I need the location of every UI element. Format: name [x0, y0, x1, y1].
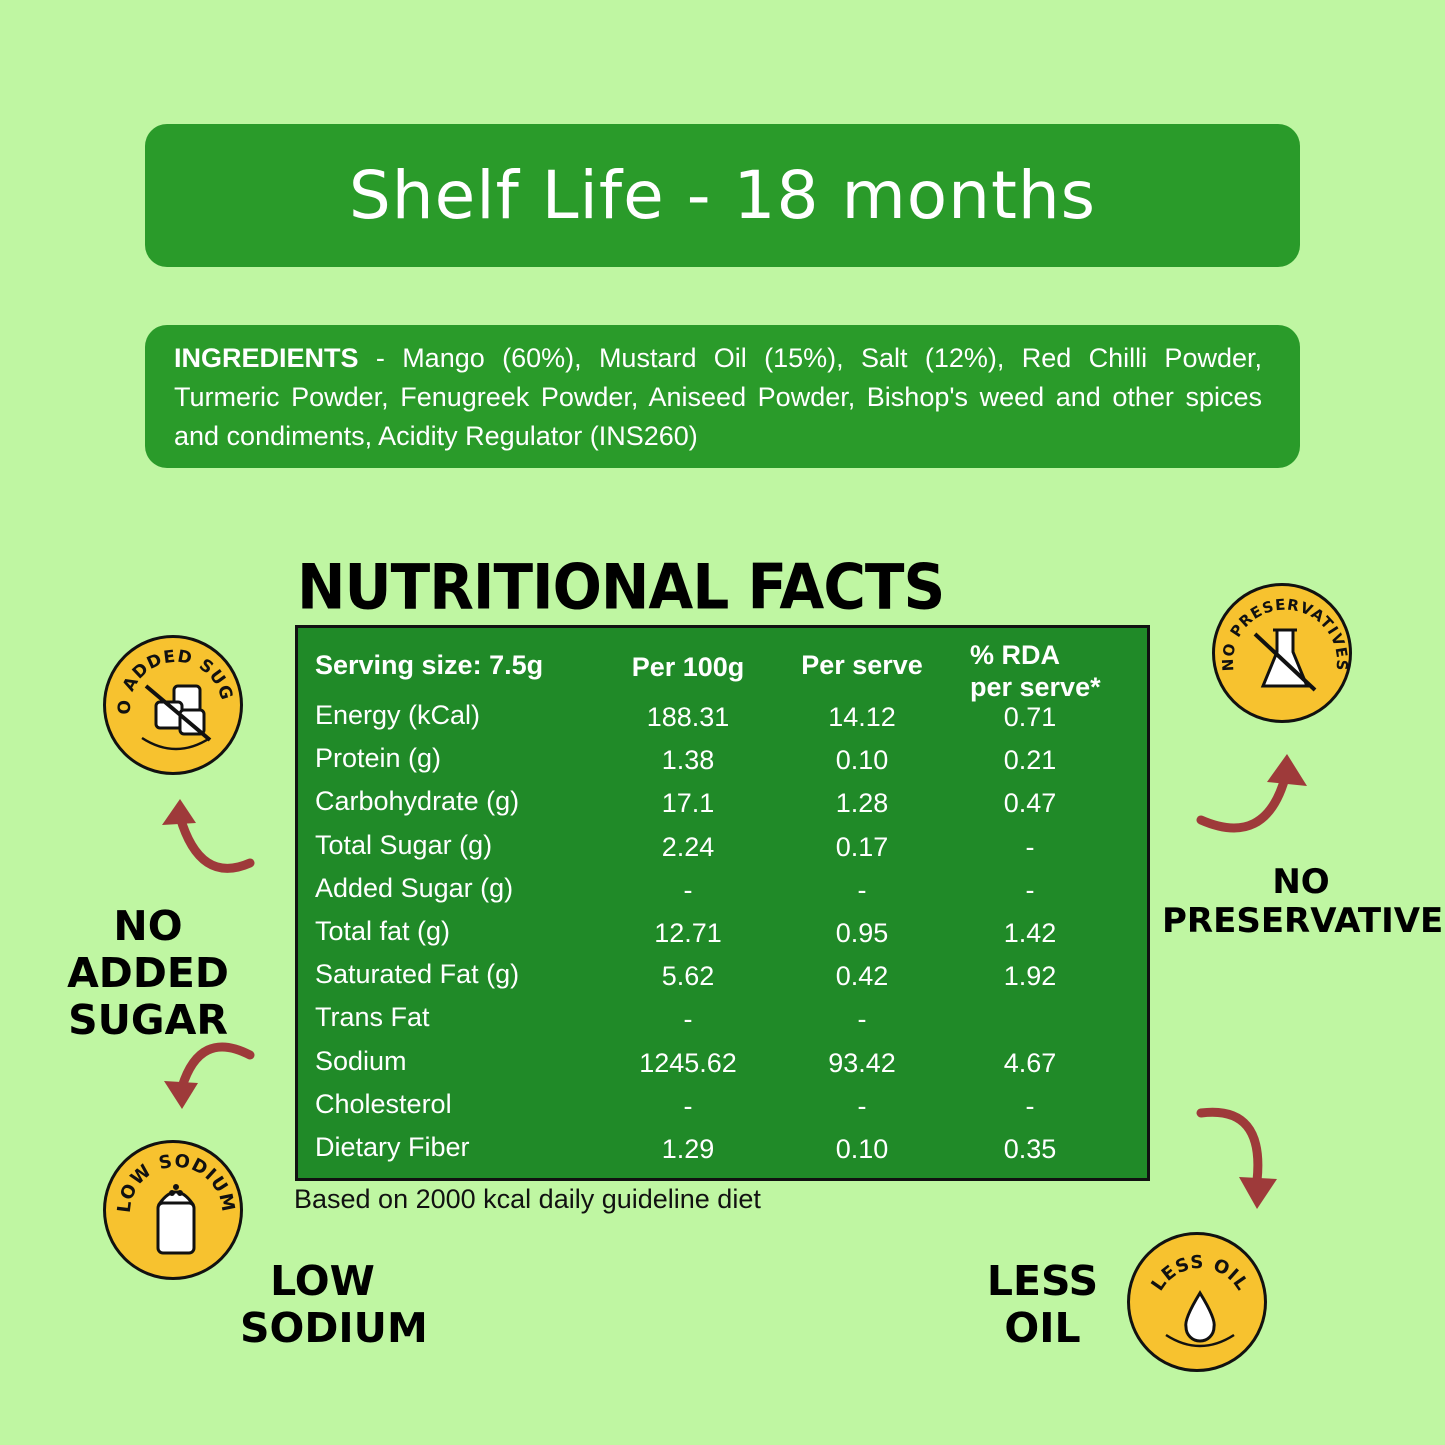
no-added-sugar-claim: NO ADDED SUGAR — [40, 902, 256, 1045]
nutrient-label: Added Sugar (g) — [315, 872, 514, 903]
per-serve-value: 0.42 — [835, 961, 889, 992]
oil-drop-icon — [1184, 1290, 1216, 1343]
per-100g-value: 1.29 — [661, 1134, 715, 1164]
no-preservatives-claim: NO PRESERVATIVES — [1162, 862, 1445, 942]
rda-value: 0.21 — [1003, 745, 1057, 776]
ingredients-text: - Mango (60%), Mustard Oil (15%), Salt (… — [174, 343, 1262, 451]
nutrient-label: Total Sugar (g) — [315, 829, 493, 860]
svg-text:LESS OIL: LESS OIL — [1147, 1252, 1252, 1295]
per-serve-value: 1.28 — [835, 788, 889, 819]
nutrition-title: NUTRITIONAL FACTS — [297, 550, 945, 624]
nutrition-footnote: Based on 2000 kcal daily guideline diet — [294, 1184, 761, 1214]
flask-icon — [1253, 628, 1317, 692]
nutrient-label: Cholesterol — [315, 1088, 452, 1119]
arrow-up-icon — [162, 799, 255, 873]
rda-value: 0.35 — [1003, 1134, 1057, 1164]
nutrient-label: Saturated Fat (g) — [315, 959, 520, 990]
per-serve-value: - — [857, 1090, 867, 1121]
rda-value: 0.71 — [1003, 702, 1057, 732]
less-oil-badge: LESS OIL — [1127, 1232, 1267, 1372]
no-preservatives-line1: NO — [1272, 862, 1330, 902]
nutrition-table: Serving size: 7.5g Per 100g Per serve % … — [295, 625, 1150, 1181]
per-serve-header: Per serve — [801, 650, 923, 680]
no-added-sugar-badge: NO ADDED SUGAR — [103, 635, 243, 775]
per-100g-value: - — [683, 1004, 693, 1035]
per-serve-value: 14.12 — [828, 702, 896, 732]
per-100g-value: 1245.62 — [639, 1047, 737, 1078]
arrow-up-right-icon — [1196, 754, 1307, 833]
salt-shaker-icon — [156, 1184, 196, 1255]
per-100g-header: Per 100g — [631, 652, 745, 682]
per-serve-value: - — [857, 1004, 867, 1035]
no-added-sugar-line1: NO ADDED — [67, 902, 229, 998]
low-sodium-line2: SODIUM — [240, 1304, 428, 1353]
less-oil-ring-text: LESS OIL — [1147, 1252, 1251, 1295]
per-100g-value: 12.71 — [654, 918, 722, 948]
shelf-life-banner: Shelf Life - 18 months — [145, 124, 1300, 267]
nutrient-label: Energy (kCal) — [315, 700, 481, 730]
rda-value: 1.92 — [1003, 961, 1057, 992]
sugar-cubes-icon — [144, 684, 212, 742]
arrow-down-icon — [164, 1042, 255, 1109]
low-sodium-badge: LOW SODIUM — [103, 1140, 243, 1280]
low-sodium-claim: LOW SODIUM — [240, 1257, 428, 1353]
arrow-down-right-icon — [1196, 1107, 1277, 1209]
per-serve-value: 0.10 — [835, 745, 889, 776]
ingredients-panel: INGREDIENTS - Mango (60%), Mustard Oil (… — [145, 325, 1300, 468]
low-sodium-line1: LOW — [270, 1257, 375, 1305]
less-oil-claim: LESS OIL — [985, 1257, 1100, 1353]
nutrient-label: Carbohydrate (g) — [315, 786, 520, 817]
ingredients-heading: INGREDIENTS — [174, 343, 359, 373]
rda-header: % RDA — [970, 640, 1061, 670]
per-100g-value: 17.1 — [661, 788, 715, 819]
per-100g-value: 1.38 — [661, 745, 715, 776]
per-serve-value: 0.17 — [835, 831, 889, 862]
less-oil-line1: LESS — [986, 1257, 1099, 1305]
per-100g-value: - — [683, 1090, 693, 1121]
rda-value: 1.42 — [1003, 918, 1057, 948]
rda-header-sub: per serve* — [970, 672, 1101, 702]
nutrient-label: Sodium — [315, 1045, 407, 1076]
per-serve-value: - — [857, 874, 867, 905]
nutrient-label: Protein (g) — [315, 743, 442, 774]
rda-value: - — [1025, 1090, 1035, 1121]
nutrient-label: Total fat (g) — [315, 916, 451, 946]
rda-value: - — [1025, 874, 1035, 905]
no-preservatives-line2: PRESERVATIVES — [1162, 901, 1445, 942]
shelf-life-text: Shelf Life - 18 months — [348, 157, 1097, 234]
per-100g-value: 188.31 — [646, 702, 730, 732]
rda-value: 0.47 — [1003, 788, 1057, 819]
rda-value: - — [1025, 831, 1035, 862]
per-serve-value: 93.42 — [828, 1047, 896, 1078]
per-serve-value: 0.10 — [835, 1134, 889, 1164]
rda-value: 4.67 — [1003, 1047, 1057, 1078]
less-oil-line2: OIL — [1004, 1304, 1081, 1353]
nutrient-label: Trans Fat — [315, 1002, 430, 1033]
nutrient-label: Dietary Fiber — [315, 1132, 470, 1162]
per-100g-value: 2.24 — [661, 831, 715, 862]
no-preservatives-badge: NO PRESERVATIVES — [1212, 583, 1352, 723]
no-added-sugar-line2: SUGAR — [68, 996, 228, 1045]
per-serve-value: 0.95 — [835, 918, 889, 948]
per-100g-value: - — [683, 874, 693, 905]
serving-size-header: Serving size: 7.5g — [315, 650, 544, 680]
per-100g-value: 5.62 — [661, 961, 715, 992]
